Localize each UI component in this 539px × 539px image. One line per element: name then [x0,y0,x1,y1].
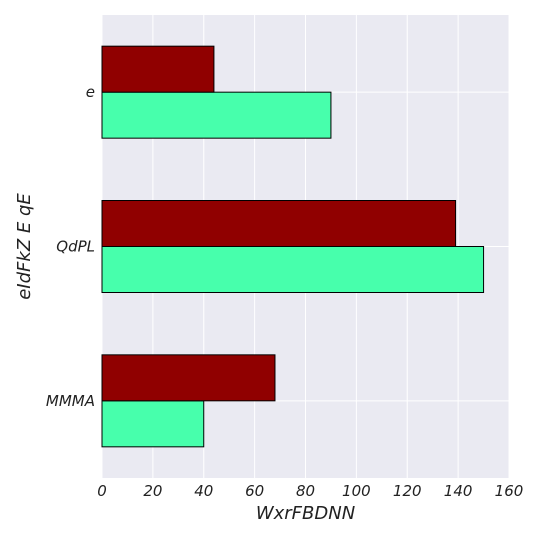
x-tick-label: 100 [342,482,371,500]
bar [101,246,485,293]
bar [101,91,332,139]
y-axis-label: eIdFkZ E qE [14,193,35,300]
x-tick-labels: 0 20 40 60 80 100 120 140 160 [97,482,523,500]
x-axis-label: WxrFBDNN [256,503,355,524]
bar [101,354,276,402]
y-tick-label: MMMA [46,392,95,410]
x-tick-label: 140 [444,482,473,500]
bar [101,200,457,247]
x-tick-label: 60 [245,482,264,500]
y-tick-label: e [86,83,95,101]
x-tick-label: 40 [194,482,213,500]
bar [101,400,205,448]
y-tick-label: QdPL [56,238,95,256]
x-tick-label: 160 [495,482,524,500]
x-tick-label: 0 [97,482,107,500]
y-tick-labels: MMMA QdPL e [46,83,95,410]
x-tick-label: 80 [296,482,315,500]
bars [101,45,485,448]
x-tick-label: 120 [393,482,422,500]
x-tick-label: 20 [143,482,162,500]
bar [101,45,215,93]
